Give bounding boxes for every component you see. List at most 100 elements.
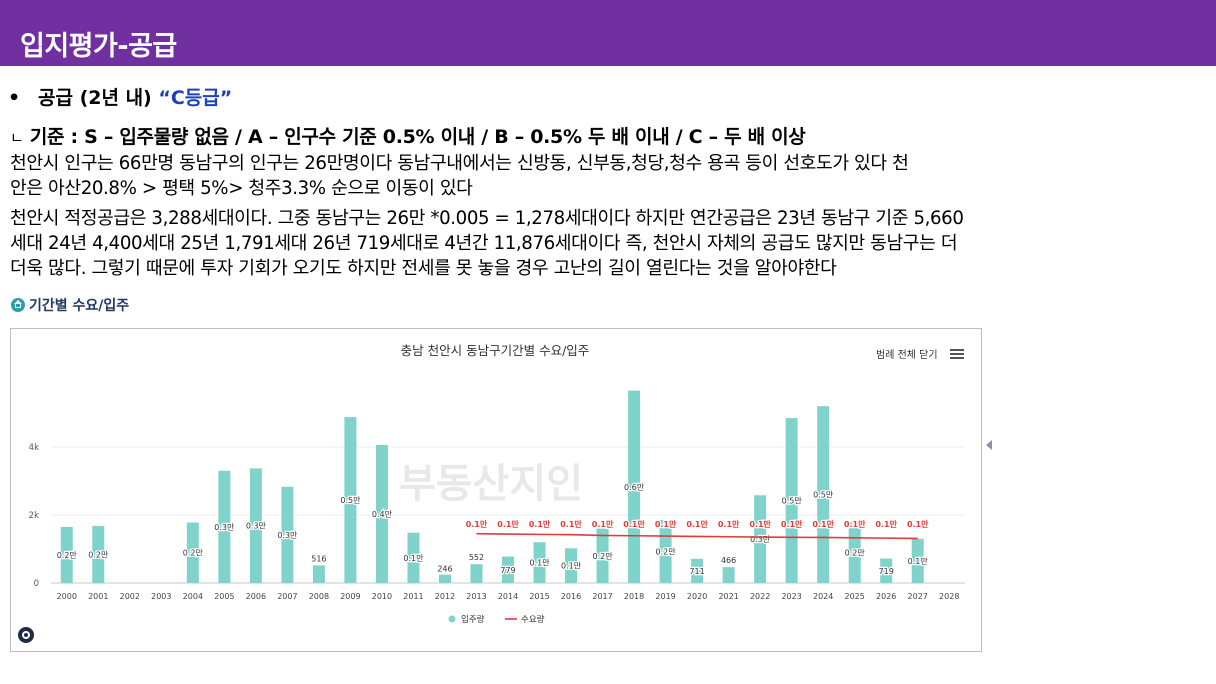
bar-value-label: 0.3만 xyxy=(277,531,298,540)
bar-2000 xyxy=(60,526,73,583)
x-tick-label: 2001 xyxy=(88,592,108,601)
demand-value-label: 0.1만 xyxy=(560,519,582,529)
demand-value-label: 0.1만 xyxy=(592,519,614,529)
criteria-corner-mark: ㄴ xyxy=(10,129,24,147)
section-label-text: 기간별 수요/입주 xyxy=(29,298,130,314)
chart-title: 충남 천안시 동남구기간별 수요/입주 xyxy=(401,343,590,358)
bar-value-label: 0.2만 xyxy=(593,552,614,561)
bar-value-label: 0.5만 xyxy=(813,491,834,500)
bar-2021 xyxy=(722,567,735,583)
bar-value-label: 0.1만 xyxy=(908,557,929,566)
paragraph-line-5: 더욱 많다. 그렇기 때문에 투자 기회가 오기도 하지만 전세를 못 놓을 경… xyxy=(10,258,837,279)
bar-2013 xyxy=(470,564,483,583)
bar-value-label: 719 xyxy=(879,567,894,576)
bar-value-label: 0.1만 xyxy=(403,554,424,563)
demand-line xyxy=(476,532,918,540)
x-tick-label: 2022 xyxy=(750,592,770,601)
demand-value-label: 0.1만 xyxy=(844,519,866,529)
legend-label-line: 수요량 xyxy=(521,614,545,625)
criteria-text: 기준 : S – 입주물량 없음 / A – 인구수 기준 0.5% 이내 / … xyxy=(29,126,806,148)
bar-value-label: 779 xyxy=(500,566,515,575)
bar-value-label: 0.5만 xyxy=(782,497,803,506)
bar-value-label: 552 xyxy=(469,553,484,562)
supply-label: 공급 (2년 내) xyxy=(38,87,152,109)
supply-grade: “C등급” xyxy=(158,87,233,109)
x-tick-label: 2027 xyxy=(908,592,928,601)
bar-value-label: 0.4만 xyxy=(372,510,393,519)
bullet-marker: • xyxy=(8,87,21,109)
y-tick-label: 4k xyxy=(29,443,39,453)
bar-value-label: 0.6만 xyxy=(624,483,645,492)
hamburger-menu-icon[interactable] xyxy=(950,349,964,359)
bar-value-label: 0.2만 xyxy=(88,550,109,559)
bar-2017 xyxy=(596,528,609,583)
x-tick-label: 2017 xyxy=(592,592,612,601)
x-tick-label: 2007 xyxy=(277,592,297,601)
legend-toggle-button[interactable]: 범례 전체 닫기 xyxy=(876,350,938,361)
x-tick-label: 2026 xyxy=(876,592,896,601)
page-header: 입지평가-공급 xyxy=(0,0,1216,66)
bar-2023 xyxy=(785,418,798,583)
chart-container: 충남 천안시 동남구기간별 수요/입주 부동산지인 0 2k 4k 0.2만 0.2만 0.2… xyxy=(10,328,982,652)
x-tick-label: 2002 xyxy=(120,592,140,601)
x-tick-label: 2028 xyxy=(939,592,959,601)
watermark-text: 부동산지인 xyxy=(399,461,583,507)
bar-2006 xyxy=(249,468,262,583)
x-tick-label: 2014 xyxy=(498,592,518,601)
home-icon xyxy=(11,298,25,312)
criteria-line: ㄴ 기준 : S – 입주물량 없음 / A – 인구수 기준 0.5% 이내 … xyxy=(10,122,806,149)
bar-value-label: 0.5만 xyxy=(340,496,361,505)
x-tick-label: 2020 xyxy=(687,592,707,601)
x-tick-label: 2025 xyxy=(845,592,865,601)
x-tick-label: 2023 xyxy=(781,592,801,601)
demand-value-label: 0.1만 xyxy=(718,519,740,529)
bar-2015 xyxy=(533,542,546,583)
x-tick-label: 2010 xyxy=(372,592,392,601)
bar-2022 xyxy=(754,495,767,583)
x-tick-label: 2004 xyxy=(183,592,203,601)
bar-value-label: 246 xyxy=(437,565,452,574)
x-tick-label: 2021 xyxy=(718,592,738,601)
x-tick-label: 2011 xyxy=(403,592,423,601)
bar-value-label: 516 xyxy=(311,554,326,563)
supply-line: • 공급 (2년 내) “C등급” xyxy=(8,83,232,110)
bar-value-label: 0.2만 xyxy=(845,549,866,558)
logo-icon xyxy=(18,627,34,643)
x-tick-label: 2006 xyxy=(246,592,266,601)
demand-value-label: 0.1만 xyxy=(749,519,771,529)
x-tick-label: 2018 xyxy=(624,592,644,601)
bar-2027 xyxy=(911,538,924,583)
y-tick-label: 0 xyxy=(34,579,39,589)
x-tick-label: 2016 xyxy=(561,592,581,601)
section-label: 기간별 수요/입주 xyxy=(11,295,129,315)
bar-2007 xyxy=(281,486,294,583)
demand-value-label: 0.1만 xyxy=(812,519,834,529)
paragraph-line-1: 천안시 인구는 66만명 동남구의 인구는 26만명이다 동남구내에서는 신방동… xyxy=(10,153,909,174)
bar-2010 xyxy=(375,444,388,583)
bar-2026 xyxy=(880,558,893,583)
scroll-arrow-icon[interactable] xyxy=(986,440,992,450)
bar-2020 xyxy=(691,558,704,583)
x-tick-label: 2000 xyxy=(57,592,77,601)
demand-value-label: 0.1만 xyxy=(466,519,488,529)
x-tick-label: 2024 xyxy=(813,592,833,601)
bar-2009 xyxy=(344,417,357,583)
demand-value-label: 0.1만 xyxy=(529,519,551,529)
bar-value-label: 711 xyxy=(689,567,704,576)
demand-value-label: 0.1만 xyxy=(497,519,519,529)
demand-value-label: 0.1만 xyxy=(781,519,803,529)
bar-value-label: 0.1만 xyxy=(529,559,550,568)
demand-value-label: 0.1만 xyxy=(655,519,677,529)
x-tick-label: 2003 xyxy=(151,592,171,601)
bar-value-label: 0.3만 xyxy=(246,522,267,531)
bar-2024 xyxy=(817,406,830,583)
x-tick-label: 2009 xyxy=(340,592,360,601)
x-tick-label: 2013 xyxy=(466,592,486,601)
bar-value-label: 0.2만 xyxy=(183,549,204,558)
page-title: 입지평가-공급 xyxy=(20,31,177,62)
bar-2008 xyxy=(312,565,325,583)
x-tick-label: 2012 xyxy=(435,592,455,601)
bar-2001 xyxy=(92,525,105,583)
paragraph-line-4: 세대 24년 4,400세대 25년 1,791세대 26년 719세대로 4년… xyxy=(10,233,958,254)
bar-2014 xyxy=(502,556,514,583)
